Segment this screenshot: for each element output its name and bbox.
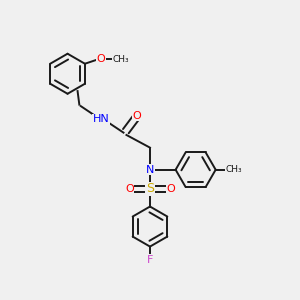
Text: CH₃: CH₃ [225,165,242,174]
Text: S: S [146,182,154,195]
Text: O: O [166,184,175,194]
Text: O: O [132,111,141,121]
Text: O: O [97,54,106,64]
Text: CH₃: CH₃ [113,55,129,64]
Text: F: F [147,255,153,265]
Text: N: N [146,165,154,175]
Text: HN: HN [93,114,110,124]
Text: O: O [125,184,134,194]
